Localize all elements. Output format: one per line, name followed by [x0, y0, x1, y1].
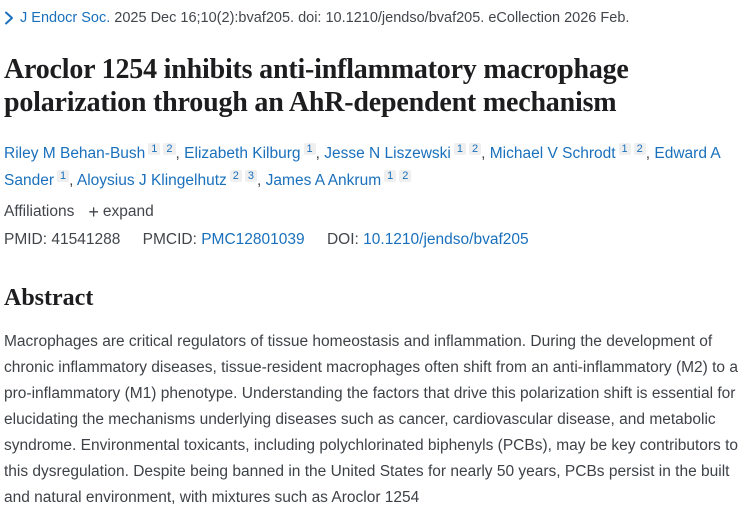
- author: Jesse N Liszewski 1 2,: [324, 142, 490, 162]
- author: Riley M Behan-Bush 1 2,: [4, 142, 185, 162]
- author-separator: ,: [645, 145, 655, 162]
- author-affiliation-superscript[interactable]: 1: [384, 169, 397, 182]
- author-affiliation-superscript[interactable]: 1: [453, 142, 466, 155]
- author-separator: ,: [257, 172, 266, 189]
- author-affiliation-superscript[interactable]: 2: [163, 142, 176, 155]
- pmcid-item: PMCID: PMC12801039: [143, 231, 305, 248]
- author-link[interactable]: Michael V Schrodt: [489, 145, 616, 162]
- abstract-heading: Abstract: [4, 285, 94, 311]
- doi-label: DOI:: [326, 231, 359, 248]
- author-separator: ,: [315, 145, 325, 162]
- author-affiliation-superscript[interactable]: 2: [469, 142, 482, 155]
- plus-icon: +: [88, 202, 99, 222]
- author-link[interactable]: Elizabeth Kilburg: [184, 145, 301, 162]
- author: James A Ankrum 1 2: [265, 169, 412, 189]
- abstract-text: Macrophages are critical regulators of t…: [4, 333, 739, 506]
- expand-affiliations-button[interactable]: + expand: [88, 203, 153, 221]
- pmid-label: PMID:: [4, 231, 48, 248]
- pmid-item: PMID: 41541288: [4, 231, 120, 248]
- identifiers-row: PMID: 41541288 PMCID: PMC12801039 DOI: 1…: [4, 231, 742, 249]
- article-title: Aroclor 1254 inhibits anti-inflammatory …: [4, 54, 629, 118]
- pmcid-link[interactable]: PMC12801039: [201, 231, 305, 248]
- pmcid-label: PMCID:: [142, 231, 197, 248]
- citation-text: 2025 Dec 16;10(2):bvaf205. doi: 10.1210/…: [110, 10, 630, 26]
- author-affiliation-superscript[interactable]: 1: [148, 142, 161, 155]
- affiliations-label: Affiliations: [4, 203, 75, 220]
- author-link[interactable]: Edward A Sander: [4, 145, 720, 189]
- expand-label: expand: [102, 203, 154, 220]
- author-link[interactable]: Jesse N Liszewski: [324, 145, 451, 162]
- chevron-right-icon[interactable]: [4, 11, 14, 25]
- doi-item: DOI: 10.1210/jendso/bvaf205: [327, 231, 529, 248]
- citation-line: J Endocr Soc. 2025 Dec 16;10(2):bvaf205.…: [20, 8, 629, 28]
- author-affiliation-superscript[interactable]: 3: [244, 169, 258, 182]
- author-affiliation-superscript[interactable]: 1: [56, 169, 70, 182]
- author-link[interactable]: Aloysius J Klingelhutz: [76, 172, 227, 189]
- author: Aloysius J Klingelhutz 2 3,: [76, 169, 266, 189]
- affiliations-row: Affiliations + expand: [4, 203, 742, 221]
- pmid-value: 41541288: [51, 231, 121, 248]
- authors-list: Riley M Behan-Bush 1 2, Elizabeth Kilburg 1…: [4, 140, 742, 194]
- author-link[interactable]: Riley M Behan-Bush: [4, 145, 146, 162]
- author-affiliation-superscript[interactable]: 2: [633, 142, 646, 155]
- author-affiliation-superscript[interactable]: 2: [229, 169, 242, 182]
- journal-citation-row: J Endocr Soc. 2025 Dec 16;10(2):bvaf205.…: [4, 8, 742, 28]
- author: Elizabeth Kilburg 1,: [184, 142, 325, 162]
- author-separator: ,: [175, 145, 185, 162]
- author-separator: ,: [69, 172, 77, 189]
- author-affiliation-superscript[interactable]: 1: [618, 142, 631, 155]
- author-affiliation-superscript[interactable]: 2: [399, 169, 412, 182]
- author: Edward A Sander 1,: [4, 145, 720, 189]
- author-affiliation-superscript[interactable]: 1: [303, 142, 316, 155]
- journal-link[interactable]: J Endocr Soc.: [20, 10, 111, 26]
- author: Michael V Schrodt 1 2,: [489, 142, 655, 162]
- author-separator: ,: [481, 145, 490, 162]
- doi-link[interactable]: 10.1210/jendso/bvaf205: [363, 231, 529, 248]
- author-link[interactable]: James A Ankrum: [265, 172, 382, 189]
